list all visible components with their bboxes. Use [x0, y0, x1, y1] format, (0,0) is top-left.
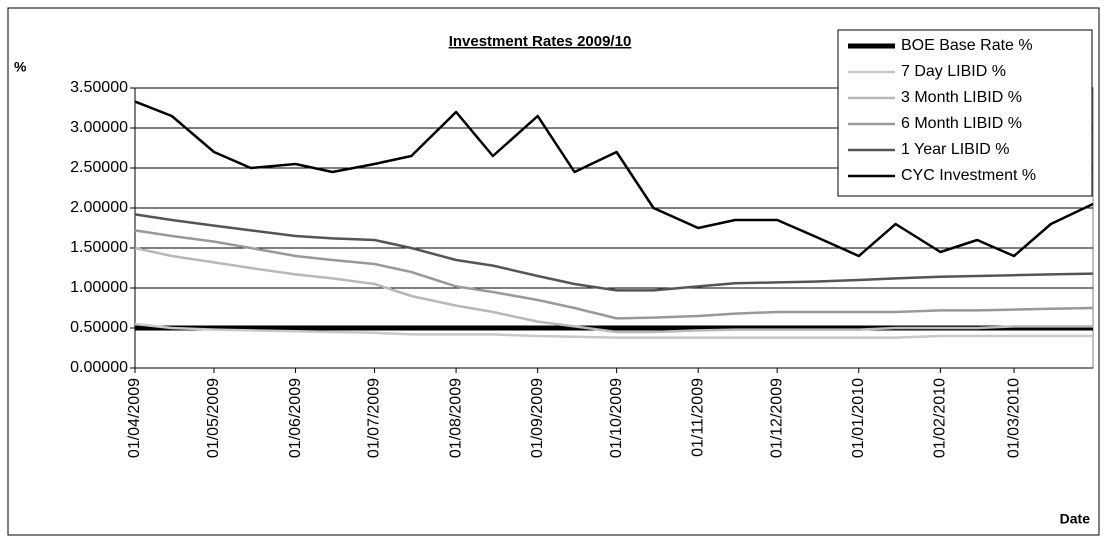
- x-tick-label: 01/11/2009: [689, 378, 706, 457]
- legend-label: 6 Month LIBID %: [901, 115, 1022, 132]
- y-tick-label: 2.50000: [70, 159, 128, 176]
- x-tick-label: 01/05/2009: [205, 378, 222, 458]
- y-tick-label: 3.00000: [70, 119, 128, 136]
- x-tick-label: 01/12/2009: [768, 378, 785, 458]
- y-tick-label: 3.50000: [70, 79, 128, 96]
- y-tick-label: 2.00000: [70, 199, 128, 216]
- x-tick-label: 01/08/2009: [447, 378, 464, 458]
- x-tick-label: 01/10/2009: [608, 378, 625, 458]
- x-tick-label: 01/09/2009: [529, 378, 546, 458]
- y-tick-label: 1.50000: [70, 239, 128, 256]
- series-line: [134, 100, 1094, 258]
- x-tick-label: 01/01/2010: [850, 378, 867, 458]
- x-tick-label: 01/04/2009: [126, 378, 143, 458]
- series-line: [134, 246, 1093, 334]
- y-axis-label: %: [14, 59, 27, 75]
- x-tick-label: 01/02/2010: [932, 378, 949, 458]
- x-tick-label: 01/06/2009: [287, 378, 304, 458]
- series-line: [134, 213, 1094, 292]
- legend: BOE Base Rate % 7 Day LIBID % 3 Month LIBI…: [837, 29, 1093, 197]
- legend-label: 7 Day LIBID %: [901, 63, 1006, 80]
- x-tick-label: 01/07/2009: [366, 378, 383, 458]
- legend-label: BOE Base Rate %: [901, 37, 1033, 54]
- x-tick-label: 01/03/2010: [1005, 378, 1022, 458]
- legend-box: [837, 29, 1093, 197]
- legend-label: CYC Investment %: [901, 167, 1036, 184]
- chart-title: Investment Rates 2009/10: [449, 33, 632, 50]
- y-tick-label: 1.00000: [70, 279, 128, 296]
- y-tick-label: 0.00000: [70, 359, 128, 376]
- y-tick-label: 0.50000: [70, 319, 128, 336]
- legend-label: 1 Year LIBID %: [901, 141, 1010, 158]
- legend-label: 3 Month LIBID %: [901, 89, 1022, 106]
- x-axis-label: Date: [1060, 511, 1091, 527]
- series-line: [134, 229, 1094, 320]
- series-line: [134, 322, 1093, 339]
